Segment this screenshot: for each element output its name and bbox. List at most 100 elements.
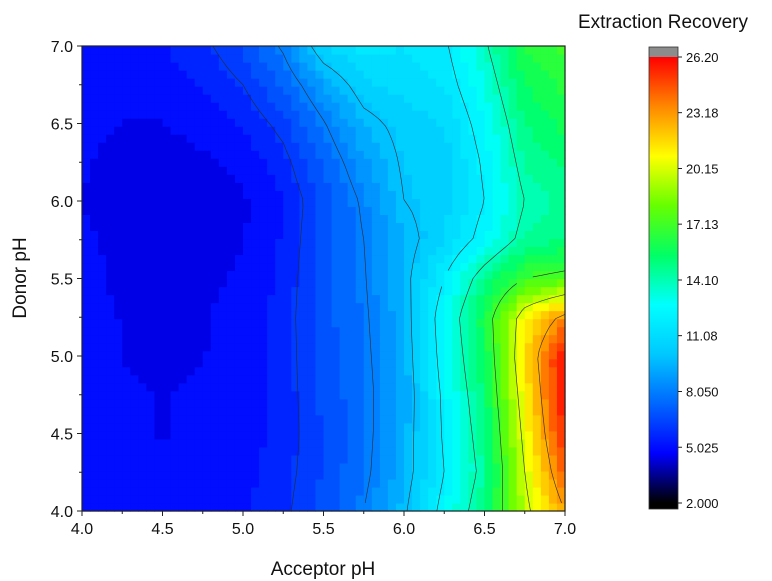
heatmap-cell [299, 110, 308, 119]
heatmap-cell [500, 262, 510, 272]
heatmap-cell [291, 454, 300, 464]
heatmap-cell [146, 118, 156, 127]
heatmap-cell [428, 454, 437, 464]
heatmap-cell [428, 478, 437, 488]
heatmap-cell [98, 382, 107, 392]
heatmap-cell [363, 158, 373, 167]
heatmap-cell [186, 70, 196, 79]
heatmap-cell [371, 302, 381, 312]
heatmap-cell [387, 342, 397, 352]
heatmap-cell [404, 70, 413, 79]
heatmap-cell [532, 494, 542, 504]
heatmap-cell [218, 270, 228, 280]
heatmap-cell [395, 390, 405, 400]
heatmap-cell [138, 142, 147, 151]
heatmap-cell [130, 462, 139, 472]
heatmap-cell [194, 326, 204, 336]
heatmap-cell [283, 94, 292, 103]
heatmap-cell [468, 286, 478, 296]
heatmap-cell [548, 334, 558, 344]
heatmap-cell [339, 334, 349, 344]
heatmap-cell [395, 310, 405, 320]
heatmap-cell [251, 126, 260, 135]
heatmap-cell [218, 46, 228, 55]
heatmap-cell [210, 166, 220, 175]
heatmap-cell [122, 398, 131, 408]
heatmap-cell [267, 422, 276, 432]
heatmap-cell [90, 102, 99, 111]
heatmap-cell [556, 294, 566, 304]
heatmap-cell [395, 222, 405, 231]
heatmap-cell [315, 78, 325, 87]
heatmap-cell [162, 158, 172, 167]
heatmap-cell [460, 494, 469, 504]
heatmap-cell [484, 454, 494, 464]
heatmap-cell [210, 54, 220, 63]
heatmap-cell [540, 446, 550, 456]
heatmap-cell [355, 70, 365, 79]
heatmap-cell [186, 494, 196, 504]
heatmap-cell [540, 342, 550, 352]
heatmap-cell [186, 438, 196, 448]
heatmap-cell [275, 470, 284, 480]
heatmap-cell [307, 382, 317, 392]
heatmap-cell [371, 294, 381, 304]
heatmap-cell [540, 198, 550, 207]
heatmap-cell [339, 182, 349, 191]
heatmap-cell [476, 278, 486, 288]
heatmap-cell [275, 190, 284, 199]
heatmap-cell [428, 406, 437, 416]
heatmap-cell [363, 206, 373, 215]
heatmap-cell [267, 110, 276, 119]
heatmap-cell [452, 358, 461, 368]
heatmap-cell [404, 302, 413, 312]
heatmap-cell [492, 430, 502, 440]
colorbar-over-swatch [649, 47, 678, 57]
heatmap-cell [444, 374, 453, 384]
heatmap-cell [516, 206, 526, 215]
heatmap-cell [146, 190, 156, 199]
heatmap-cell [234, 270, 244, 280]
heatmap-cell [90, 470, 99, 480]
heatmap-cell [532, 358, 542, 368]
heatmap-cell [508, 438, 518, 448]
heatmap-cell [251, 414, 260, 424]
heatmap-cell [251, 286, 260, 296]
heatmap-cell [484, 278, 494, 288]
heatmap-cell [114, 470, 123, 480]
heatmap-cell [363, 342, 373, 352]
heatmap-cell [500, 70, 510, 79]
heatmap-cell [283, 278, 292, 288]
heatmap-cell [267, 198, 276, 207]
heatmap-cell [186, 366, 196, 376]
heatmap-cell [484, 350, 494, 360]
heatmap-cell [395, 254, 405, 264]
heatmap-cell [339, 62, 349, 71]
heatmap-cell [154, 238, 164, 248]
heatmap-cell [412, 142, 421, 151]
heatmap-cell [436, 470, 445, 480]
heatmap-cell [299, 414, 308, 424]
heatmap-cell [556, 358, 566, 368]
heatmap-cell [428, 94, 437, 103]
heatmap-cell [98, 62, 107, 71]
heatmap-cell [90, 222, 99, 231]
heatmap-cell [460, 470, 469, 480]
heatmap-cell [532, 430, 542, 440]
heatmap-cell [82, 470, 91, 480]
heatmap-cell [484, 398, 494, 408]
heatmap-cell [154, 182, 164, 191]
heatmap-cell [331, 310, 341, 320]
heatmap-cell [315, 414, 325, 424]
colorbar: Extraction Recovery 26.2023.1820.1517.13… [578, 12, 749, 511]
heatmap-cell [114, 222, 123, 231]
heatmap-cell [548, 206, 558, 215]
heatmap-cell [307, 110, 317, 119]
heatmap-cell [210, 422, 220, 432]
heatmap-cell [363, 78, 373, 87]
heatmap-cell [436, 118, 445, 127]
heatmap-cell [444, 198, 453, 207]
heatmap-cell [154, 118, 164, 127]
heatmap-cell [371, 366, 381, 376]
contour-line [277, 45, 374, 504]
